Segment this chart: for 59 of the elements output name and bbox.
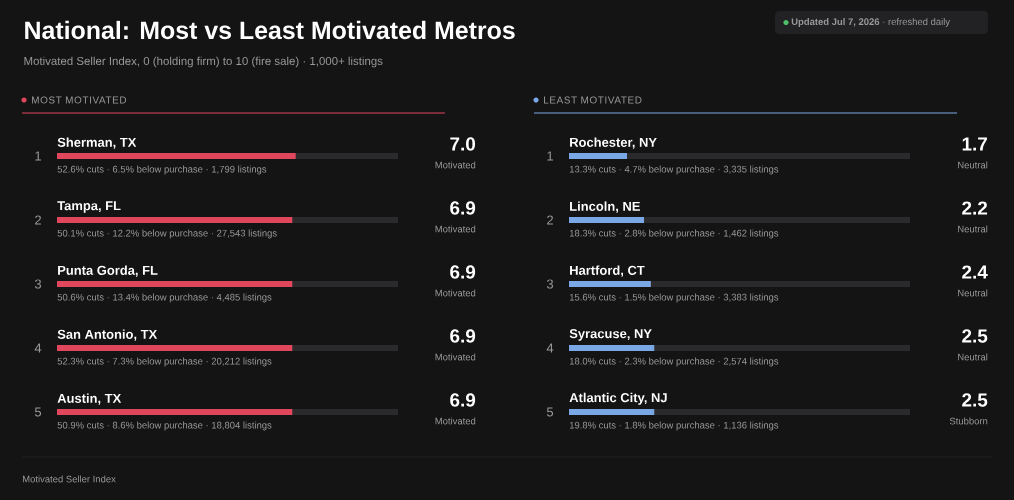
bar [569, 216, 645, 223]
data-label: 2.2 [962, 201, 988, 215]
y-tick-label: Tampa, FL [57, 201, 121, 213]
text: 1 [547, 151, 553, 161]
data-label: 6.9 [450, 329, 476, 343]
annotation: 50.9% cuts · 8.6% below purchase · 18,804 listings [57, 421, 272, 431]
text: Stubborn [949, 417, 988, 425]
y-tick-label: Sherman, TX [57, 137, 137, 149]
text: 5 [546, 407, 554, 417]
text: Motivated [435, 353, 476, 361]
text: Neutral [958, 289, 988, 297]
text: Neutral [958, 353, 988, 361]
data-label: 2.4 [962, 265, 988, 279]
data-label: 7.0 [450, 137, 476, 151]
bar [569, 280, 651, 287]
chart-title: LEAST MOTIVATED [544, 96, 642, 104]
data-label: 2.5 [962, 393, 988, 407]
y-tick-label: Hartford, CT [570, 265, 645, 277]
data-label: 6.9 [450, 393, 476, 407]
annotation: 18.3% cuts · 2.8% below purchase · 1,462 listings [569, 229, 779, 239]
text: Motivated [435, 161, 476, 169]
annotation: 52.6% cuts · 6.5% below purchase · 1,799 listings [57, 165, 267, 175]
text: 2 [35, 215, 41, 225]
text: Neutral [958, 225, 988, 233]
text: 5 [34, 407, 42, 417]
text: National: Most vs Least Motivated Metros [25, 20, 515, 40]
y-tick-label: Austin, TX [57, 393, 122, 405]
text: 1 [35, 151, 41, 161]
annotation: 15.6% cuts · 1.5% below purchase · 3,383 listings [569, 293, 779, 303]
y-tick-label: Atlantic City, NJ [569, 392, 667, 405]
chart-title: MOST MOTIVATED [32, 96, 127, 104]
text: Motivated Seller Index, 0 (holding firm) to 10 (fire sale) · 1,000+ listings [24, 56, 383, 68]
text: 4 [546, 343, 554, 353]
annotation: 19.8% cuts · 1.8% below purchase · 1,136 listings [569, 421, 779, 431]
data-label: 6.9 [450, 265, 476, 279]
text: 2 [547, 215, 553, 225]
text: 3 [546, 279, 554, 289]
text: Motivated [435, 225, 476, 233]
data-label: 6.9 [450, 201, 476, 215]
text: 3 [34, 279, 42, 289]
annotation: 50.1% cuts · 12.2% below purchase · 27,543 listings [57, 229, 277, 239]
text: Motivated [435, 417, 476, 425]
text: Motivated [435, 289, 476, 297]
text: 4 [34, 343, 42, 353]
y-tick-label: Lincoln, NE [570, 201, 640, 213]
annotation: 18.0% cuts · 2.3% below purchase · 2,574 listings [569, 357, 779, 367]
annotation: 13.3% cuts · 4.7% below purchase · 3,335 listings [569, 165, 779, 175]
text: Updated Jul 7, 2026 · refreshed daily [791, 18, 951, 27]
y-tick-label: Rochester, NY [570, 137, 657, 149]
data-label: 1.7 [962, 137, 987, 151]
bar [569, 152, 627, 159]
annotation: 52.3% cuts · 7.3% below purchase · 20,212 listings [57, 357, 272, 367]
y-tick-label: Syracuse, NY [569, 329, 652, 341]
text: Neutral [958, 161, 988, 169]
text: Motivated Seller Index [22, 475, 116, 483]
annotation: 50.6% cuts · 13.4% below purchase · 4,485 listings [57, 293, 272, 303]
data-label: 2.5 [962, 329, 988, 343]
y-tick-label: Punta Gorda, FL [58, 265, 158, 277]
y-tick-label: San Antonio, TX [57, 329, 158, 341]
